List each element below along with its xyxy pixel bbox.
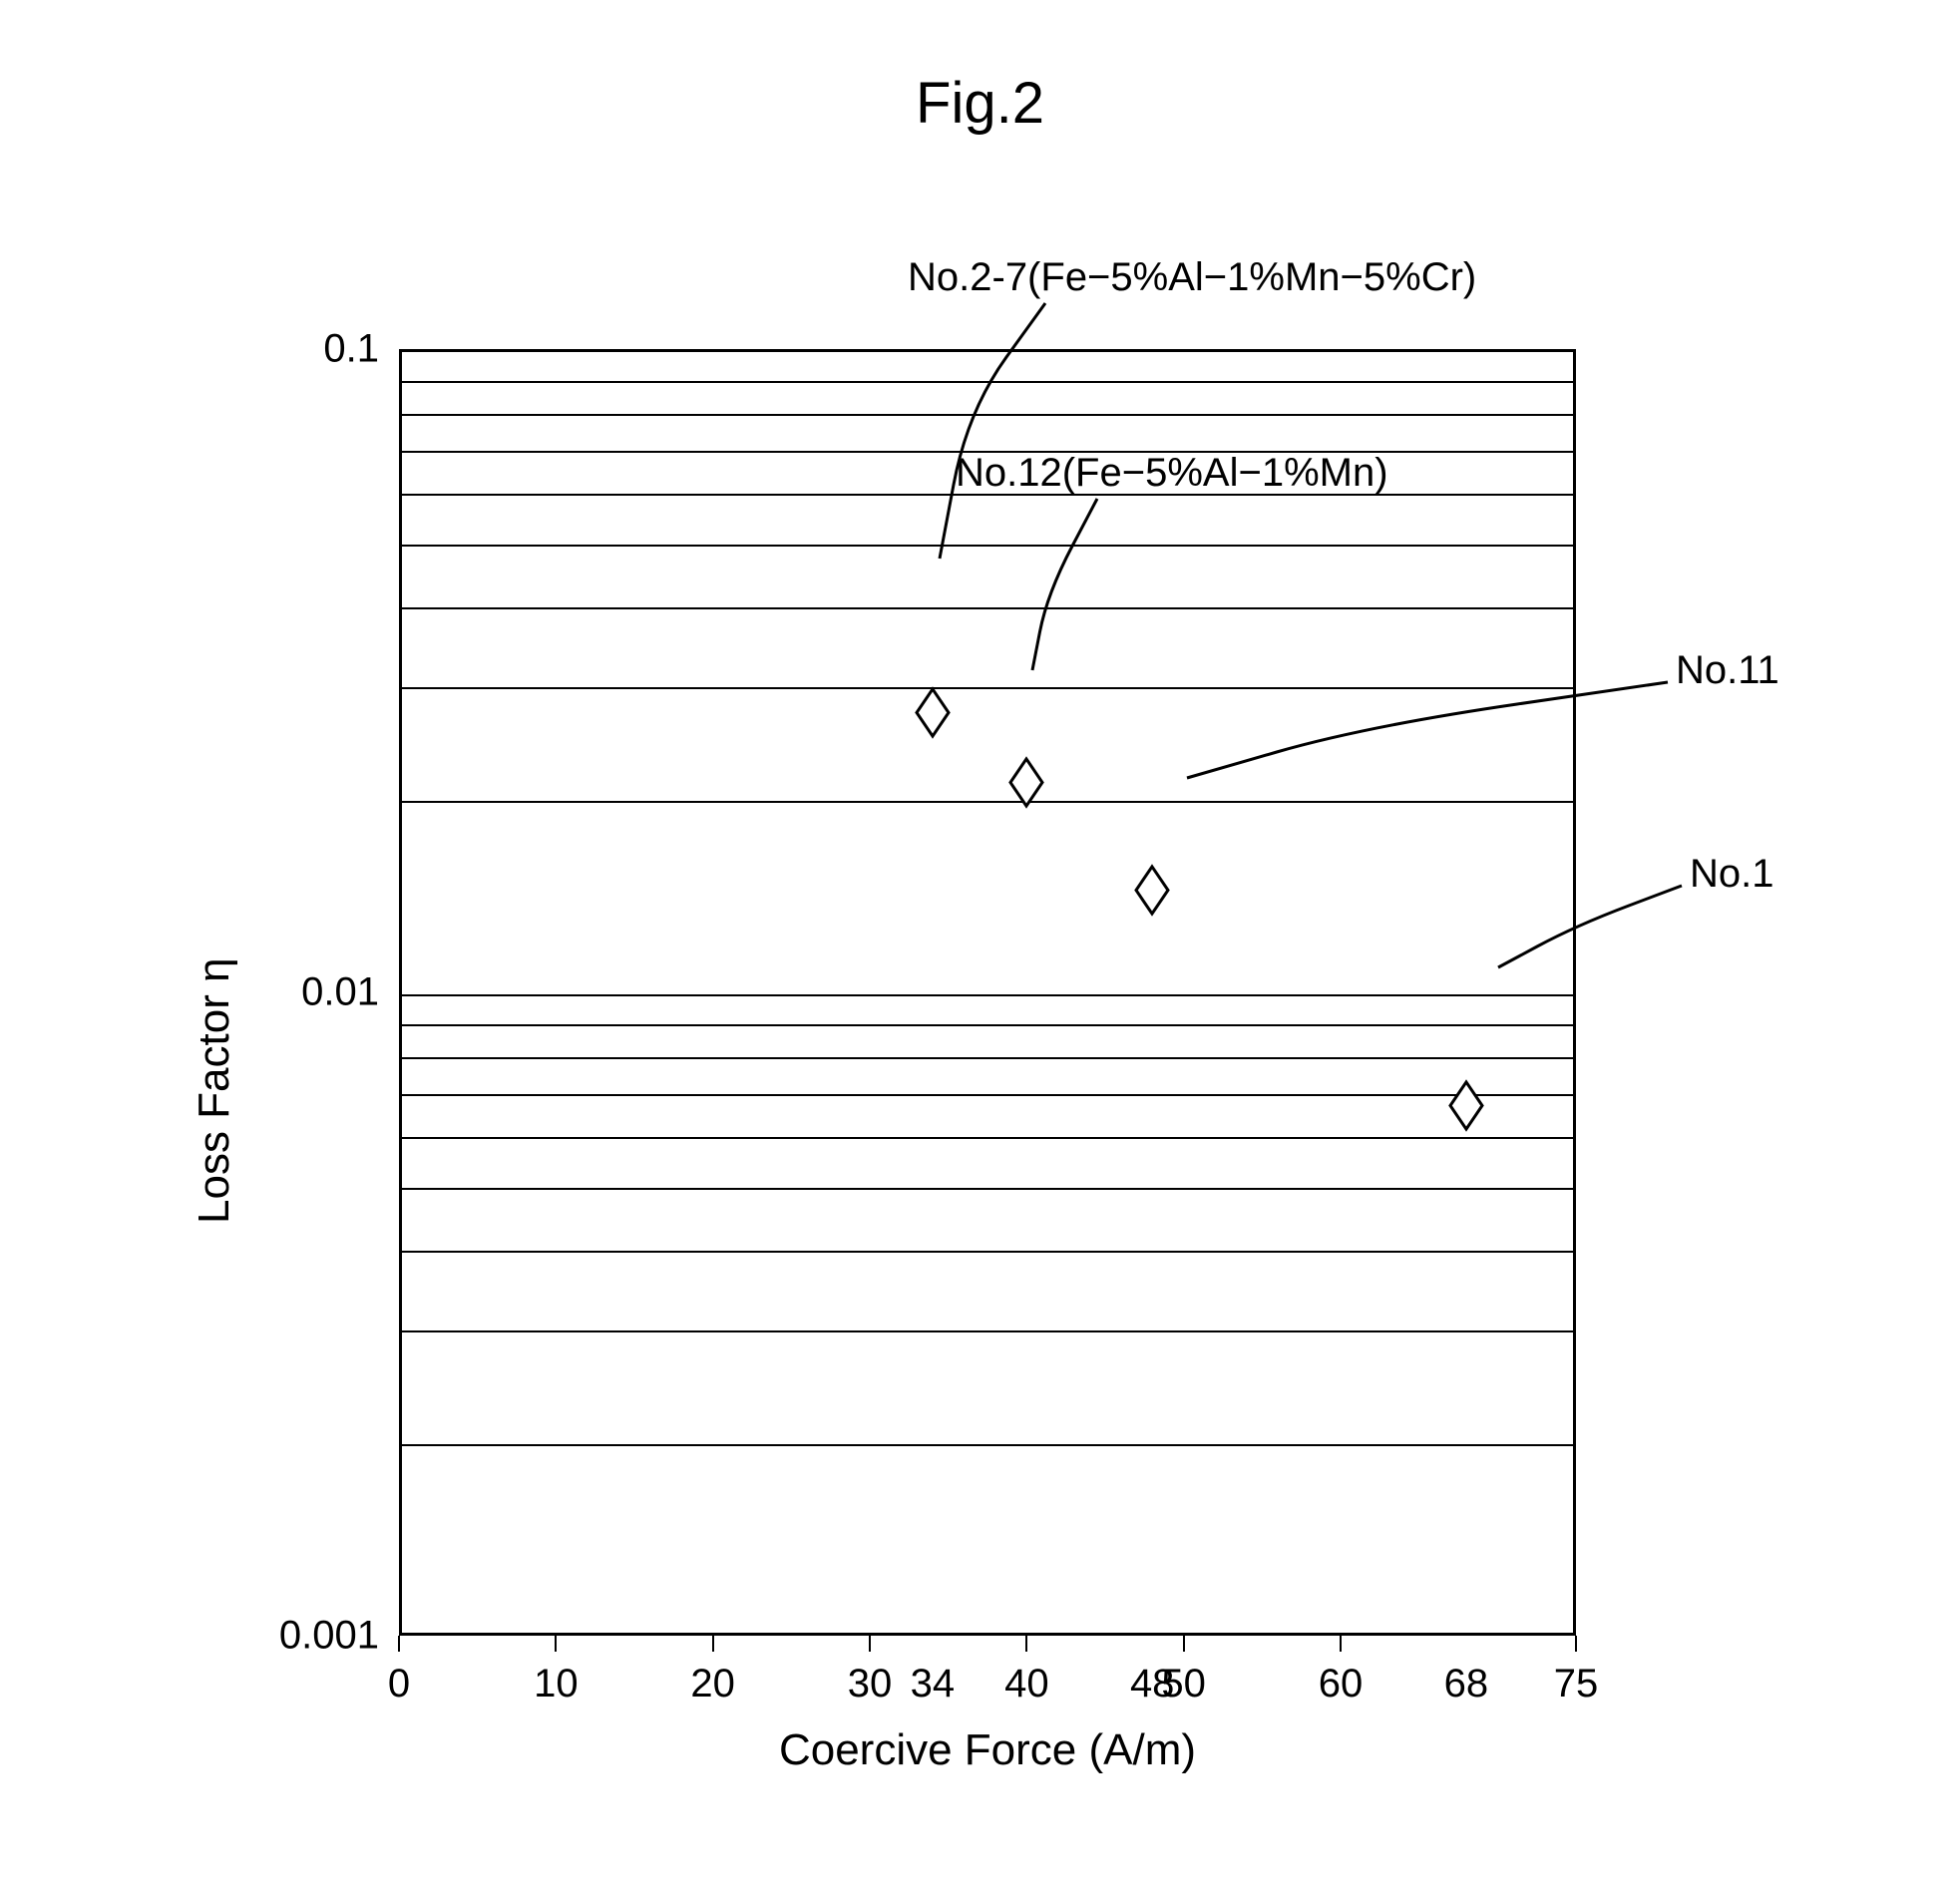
x-extra-label: 48 [1130, 1662, 1175, 1706]
data-point-p11 [1133, 864, 1171, 922]
y-tick-label: 0.001 [259, 1614, 379, 1659]
gridline [402, 1251, 1573, 1253]
gridline [402, 414, 1573, 416]
gridline [402, 1137, 1573, 1139]
gridline [402, 801, 1573, 803]
gridline [402, 1188, 1573, 1190]
x-tick-mark [1575, 1636, 1577, 1652]
annotation-label: No.2-7(Fe−5%Al−1%Mn−5%Cr) [908, 255, 1476, 300]
x-tick-label: 10 [534, 1662, 579, 1706]
annotation-label: No.1 [1690, 852, 1774, 897]
gridline [402, 1444, 1573, 1446]
gridline [402, 994, 1573, 996]
annotation-label: No.12(Fe−5%Al−1%Mn) [956, 451, 1388, 496]
x-extra-label: 68 [1444, 1662, 1489, 1706]
gridline [402, 1024, 1573, 1026]
x-tick-label: 60 [1319, 1662, 1364, 1706]
gridline [402, 687, 1573, 689]
x-tick-mark [1025, 1636, 1027, 1652]
data-point-p1 [1447, 1079, 1485, 1137]
x-tick-mark [398, 1636, 400, 1652]
x-tick-mark [555, 1636, 557, 1652]
gridline [402, 381, 1573, 383]
x-tick-label: 30 [848, 1662, 893, 1706]
plot-area [399, 349, 1576, 1636]
y-axis-label: Loss Factor η [190, 958, 239, 1225]
x-tick-label: 20 [690, 1662, 735, 1706]
x-axis-label: Coercive Force (A/m) [399, 1725, 1576, 1775]
x-tick-mark [869, 1636, 871, 1652]
y-tick-label: 0.1 [259, 327, 379, 372]
x-tick-label: 0 [388, 1662, 410, 1706]
x-extra-label: 34 [911, 1662, 956, 1706]
x-tick-label: 40 [1004, 1662, 1049, 1706]
gridline [402, 607, 1573, 609]
gridline [402, 545, 1573, 547]
figure-title: Fig.2 [40, 70, 1920, 137]
gridline [402, 1057, 1573, 1059]
figure-container: Fig.2 Loss Factor η Coercive Force (A/m)… [40, 40, 1920, 1854]
x-tick-mark [1340, 1636, 1342, 1652]
data-point-p27 [914, 686, 952, 744]
x-tick-mark [712, 1636, 714, 1652]
gridline [402, 1330, 1573, 1332]
x-tick-label: 75 [1554, 1662, 1599, 1706]
data-point-p12 [1007, 756, 1045, 814]
x-tick-mark [1183, 1636, 1185, 1652]
y-tick-label: 0.01 [259, 970, 379, 1015]
gridline [402, 1094, 1573, 1096]
annotation-label: No.11 [1676, 648, 1779, 693]
